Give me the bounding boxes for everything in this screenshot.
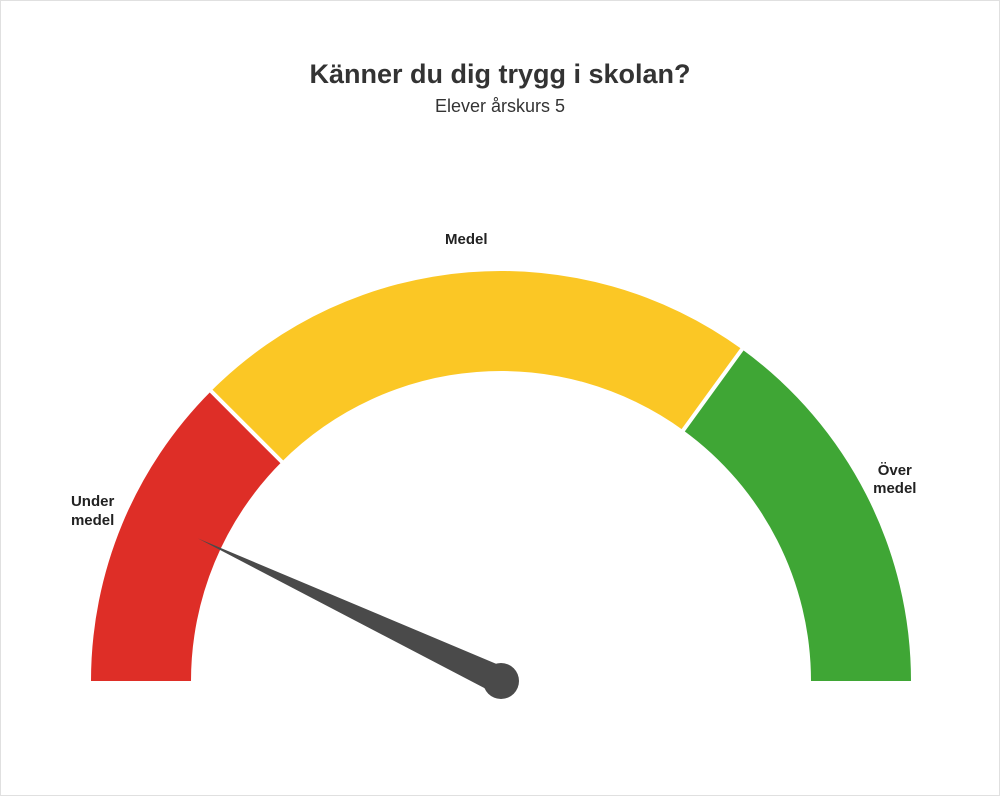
gauge-label-under-medel: Undermedel (63, 493, 123, 531)
gauge-segments (91, 271, 911, 681)
chart-frame: Känner du dig trygg i skolan? Elever års… (0, 0, 1000, 796)
gauge-needle (198, 538, 519, 699)
gauge-chart (1, 1, 1000, 797)
chart-title: Känner du dig trygg i skolan? (1, 59, 999, 90)
gauge-label-over-medel: Övermedel (865, 462, 925, 500)
chart-subtitle: Elever årskurs 5 (1, 96, 999, 117)
title-block: Känner du dig trygg i skolan? Elever års… (1, 59, 999, 117)
gauge-label-medel: Medel (436, 231, 496, 250)
